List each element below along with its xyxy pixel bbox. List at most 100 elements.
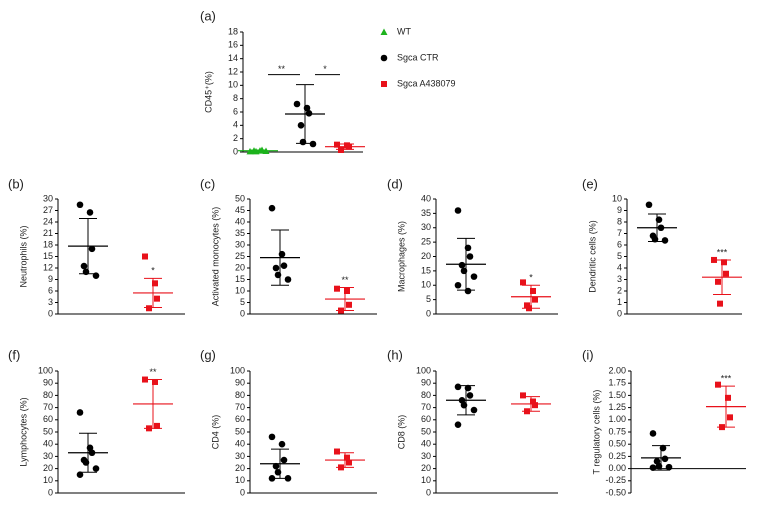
data-point: [661, 455, 669, 463]
data-point: [717, 300, 723, 307]
y-tick-label: 15: [421, 265, 431, 275]
y-tick-label: 45: [235, 205, 245, 215]
y-tick-label: 90: [421, 378, 431, 388]
y-tick-label: 21: [43, 228, 53, 238]
y-tick-label: 20: [421, 251, 431, 261]
y-tick-label: 6: [48, 285, 53, 295]
y-tick-label: 80: [43, 390, 53, 400]
y-tick-label: 20: [235, 262, 245, 272]
data-point: [278, 440, 286, 448]
y-tick-label: 0: [426, 308, 431, 318]
y-tick-label: 25: [421, 237, 431, 247]
y-tick-label: 2: [233, 133, 238, 143]
data-point: [280, 262, 288, 270]
data-point: [76, 409, 84, 416]
significance: ***: [717, 247, 728, 257]
data-point: [725, 394, 731, 401]
data-point: [715, 278, 721, 285]
legend-label: Sgca A438079: [397, 78, 456, 88]
panel-label: (g): [200, 347, 216, 362]
significance: *: [151, 266, 155, 276]
y-axis-label: Activated monocytes (%): [210, 207, 220, 307]
significance: **: [341, 275, 349, 285]
y-tick-label: 2: [617, 285, 622, 295]
y-tick-label: 40: [235, 216, 245, 226]
y-tick-label: 30: [421, 451, 431, 461]
y-tick-label: 50: [235, 193, 245, 203]
y-tick-label: 15: [235, 274, 245, 284]
y-axis-label: CD45⁺(%): [203, 71, 213, 113]
data-point: [661, 237, 669, 244]
data-point: [721, 259, 727, 266]
significance: ***: [721, 374, 732, 384]
y-tick-label: 4: [617, 262, 622, 272]
y-tick-label: 40: [421, 439, 431, 449]
data-point: [334, 141, 340, 148]
y-tick-label: 1.75: [608, 378, 626, 388]
y-tick-label: 0: [426, 487, 431, 497]
y-tick-label: 10: [43, 475, 53, 485]
y-tick-label: 50: [43, 426, 53, 436]
data-point: [154, 422, 160, 429]
y-tick-label: 50: [235, 426, 245, 436]
data-point: [520, 279, 526, 286]
data-point: [268, 204, 276, 212]
y-tick-label: 9: [617, 205, 622, 215]
y-tick-label: 8: [233, 93, 238, 103]
data-point: [532, 296, 538, 303]
data-point: [309, 140, 317, 148]
y-tick-label: 10: [235, 475, 245, 485]
data-point: [470, 273, 478, 280]
y-axis-label: Dendritic cells (%): [587, 220, 597, 293]
panel-label: (e): [582, 176, 598, 191]
y-tick-label: 10: [228, 80, 238, 90]
y-tick-label: 18: [228, 26, 238, 36]
data-point: [454, 207, 462, 214]
y-tick-label: 0: [233, 146, 238, 156]
y-tick-label: 90: [235, 378, 245, 388]
panel-label: (i): [582, 347, 594, 362]
data-point: [272, 264, 280, 272]
data-point: [305, 110, 313, 117]
y-tick-label: 10: [421, 280, 431, 290]
y-tick-label: 20: [43, 463, 53, 473]
y-tick-label: 35: [235, 228, 245, 238]
data-point: [268, 433, 276, 441]
y-tick-label: 60: [235, 414, 245, 424]
y-tick-label: 5: [426, 294, 431, 304]
y-tick-label: 30: [43, 193, 53, 203]
y-tick-label: 40: [235, 439, 245, 449]
legend-marker: [381, 81, 387, 87]
y-tick-label: 60: [43, 414, 53, 424]
data-point: [152, 378, 158, 385]
legend-marker: [380, 28, 388, 35]
y-tick-label: 9: [48, 274, 53, 284]
y-tick-label: 6: [233, 106, 238, 116]
y-tick-label: 7: [617, 228, 622, 238]
panel-label: (f): [8, 347, 20, 362]
y-tick-label: 16: [228, 40, 238, 50]
y-tick-label: 5: [240, 297, 245, 307]
panel-label: (a): [200, 8, 216, 23]
y-tick-label: 12: [228, 66, 238, 76]
data-point: [334, 448, 340, 455]
data-point: [466, 253, 474, 260]
y-tick-label: 20: [421, 463, 431, 473]
y-tick-label: 90: [43, 378, 53, 388]
y-axis-label: CD4 (%): [210, 415, 220, 450]
y-tick-label: 14: [228, 53, 238, 63]
y-tick-label: 4: [233, 120, 238, 130]
y-tick-label: 3: [617, 274, 622, 284]
y-tick-label: 3: [48, 297, 53, 307]
y-axis-label: CD8 (%): [396, 415, 406, 450]
y-tick-label: 0: [617, 308, 622, 318]
y-tick-label: 10: [612, 193, 622, 203]
y-tick-label: 0: [48, 308, 53, 318]
y-tick-label: 2.00: [608, 365, 626, 375]
y-tick-label: 1.50: [608, 390, 626, 400]
data-point: [344, 288, 350, 294]
data-point: [344, 454, 350, 461]
y-tick-label: 12: [43, 262, 53, 272]
data-point: [458, 261, 466, 269]
data-point: [76, 471, 84, 479]
